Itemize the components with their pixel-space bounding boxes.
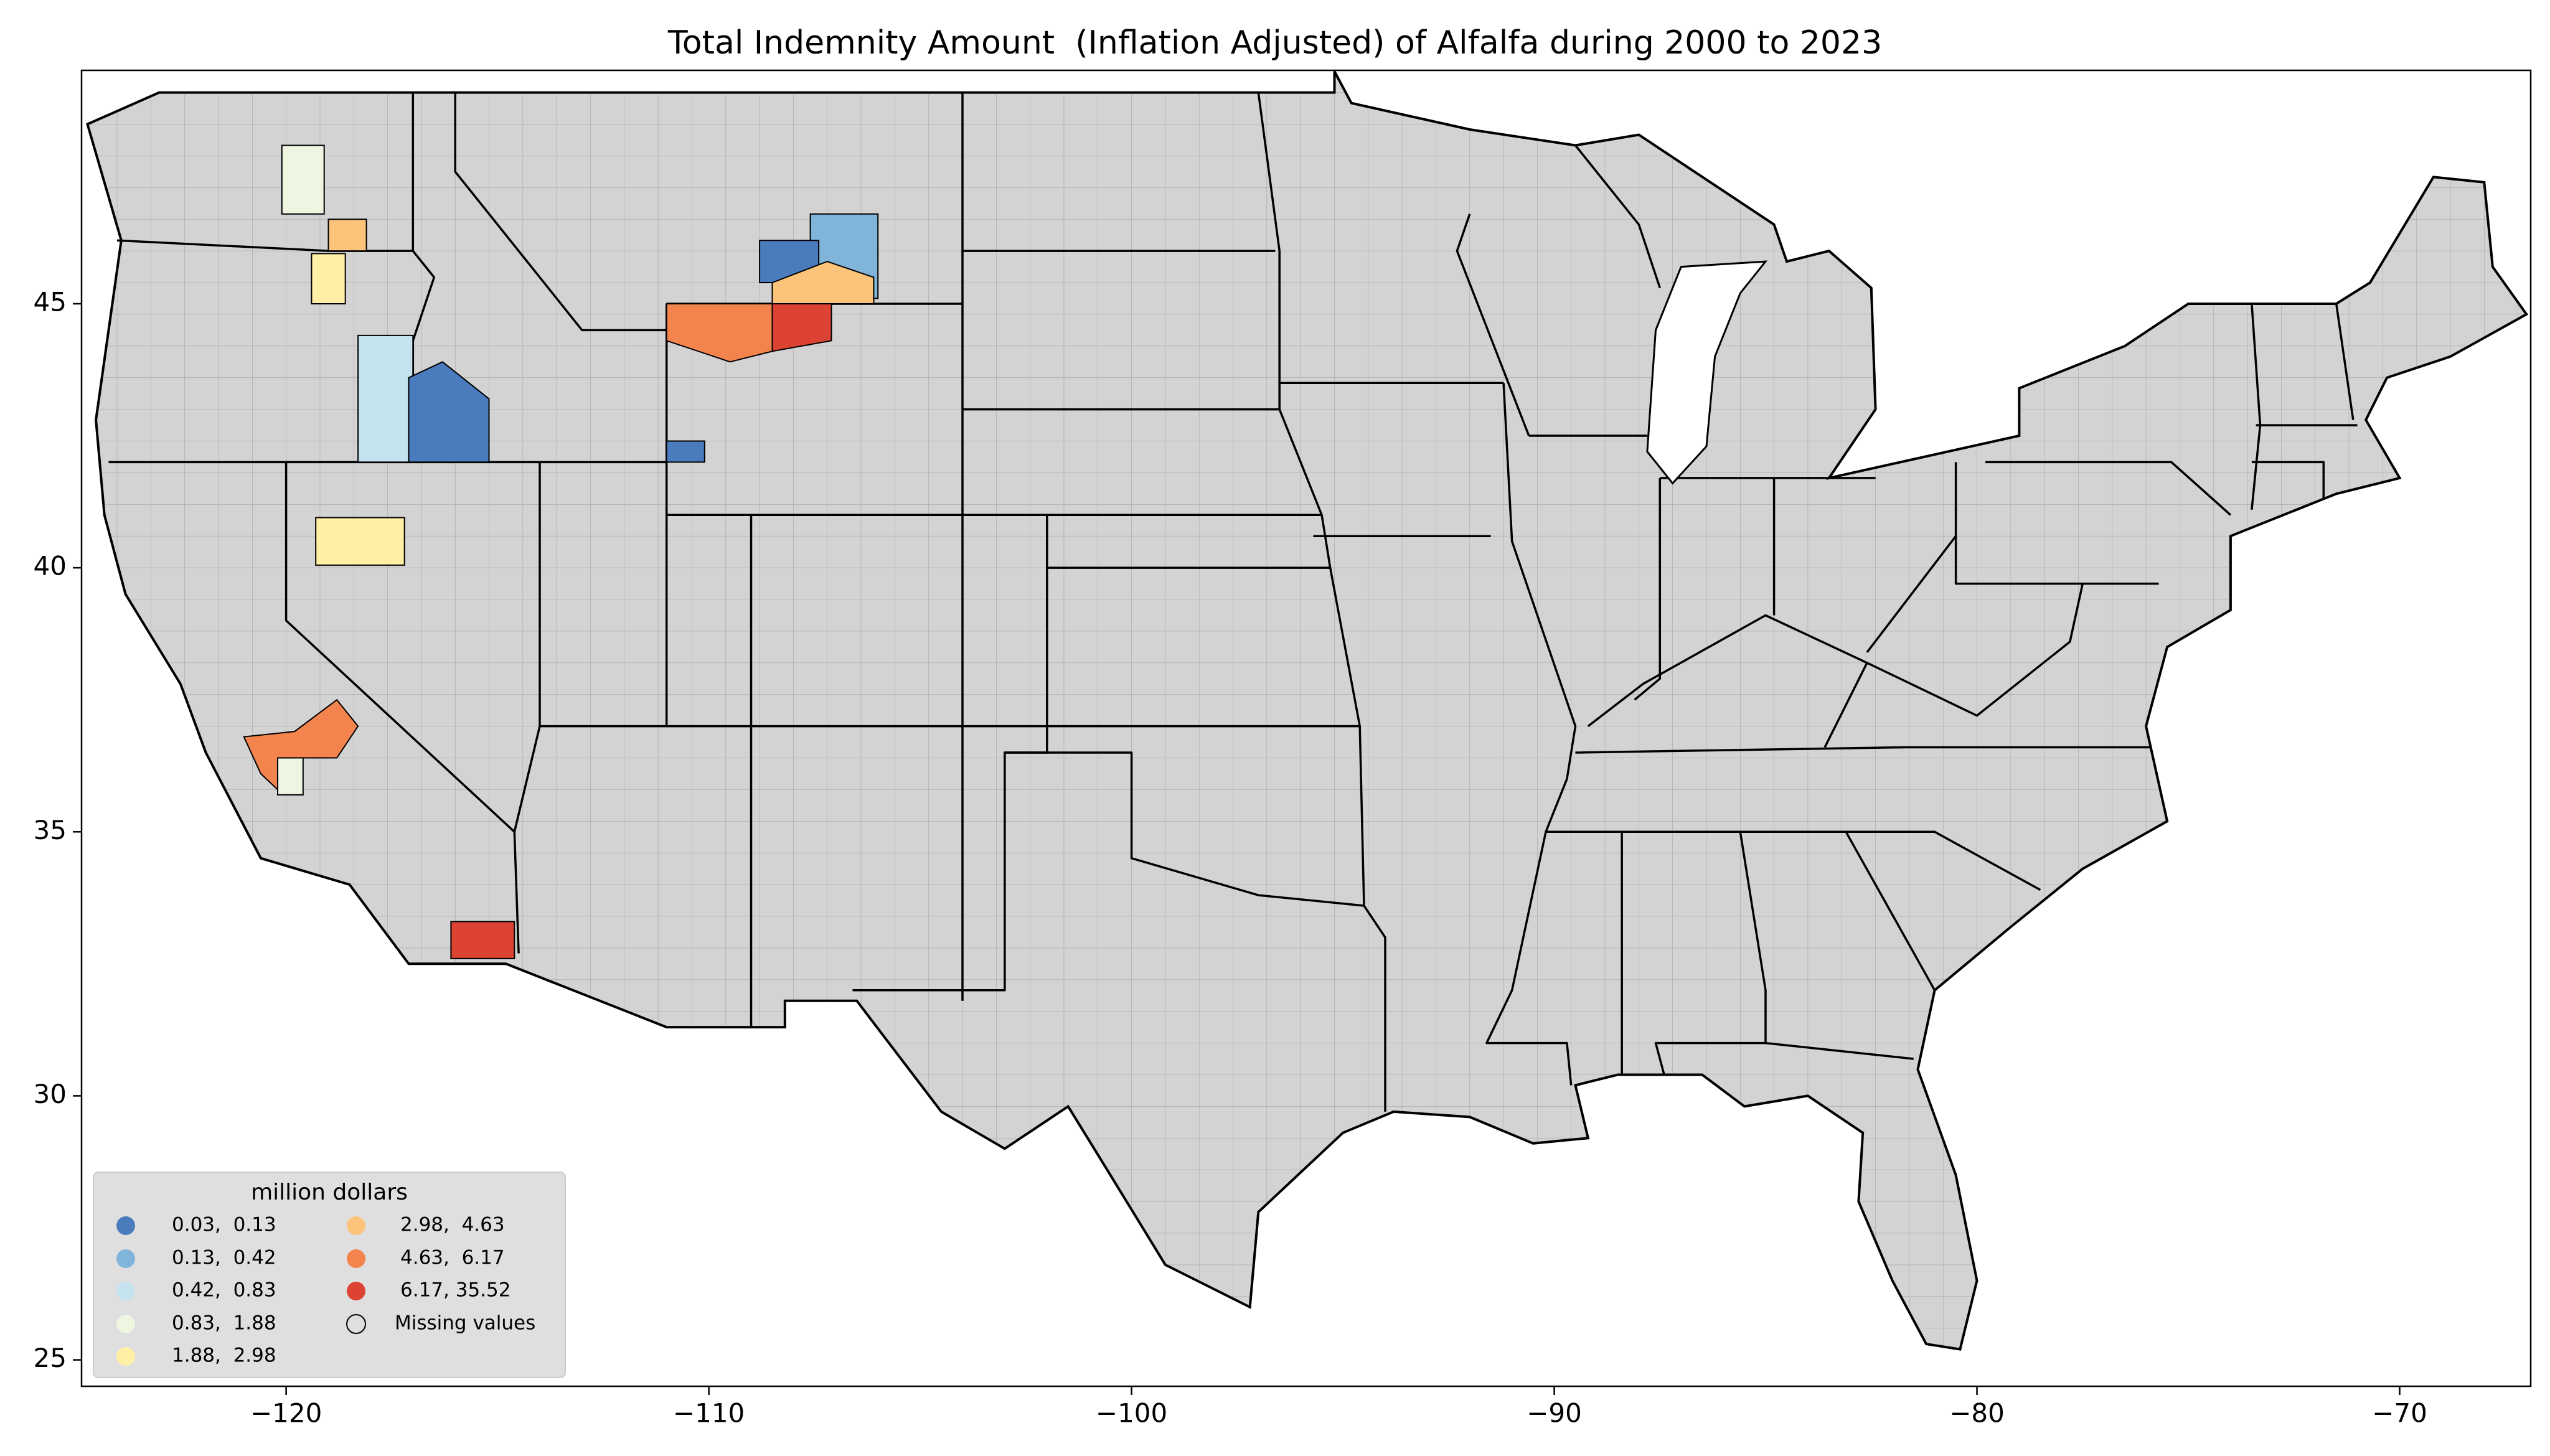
county xyxy=(277,757,304,796)
state-border xyxy=(2251,461,2325,499)
state-border xyxy=(1575,746,2150,754)
x-tick-label: −110 xyxy=(673,1398,745,1429)
state-border xyxy=(2335,303,2355,420)
county xyxy=(408,361,490,463)
legend-label: Missing values xyxy=(395,1312,535,1335)
state-border xyxy=(1954,462,2159,585)
state-border xyxy=(1866,535,1957,653)
y-tick-label: 35 xyxy=(34,815,67,845)
y-tick-label: 40 xyxy=(34,551,67,581)
county xyxy=(771,303,832,352)
county xyxy=(771,261,875,304)
legend-marker xyxy=(116,1249,135,1268)
legend-marker xyxy=(346,1314,366,1334)
county xyxy=(243,698,359,791)
legend-marker xyxy=(116,1282,135,1300)
legend-marker xyxy=(347,1282,365,1300)
y-tick-label: 45 xyxy=(34,286,67,317)
legend: million dollars 0.03, 0.13 0.13, 0.42 0.42,… xyxy=(93,1172,566,1378)
legend-label: 1.88, 2.98 xyxy=(172,1345,276,1367)
y-tick-label: 25 xyxy=(34,1343,67,1373)
axes-frame xyxy=(80,69,2532,1388)
legend-marker xyxy=(347,1216,365,1235)
legend-marker xyxy=(116,1315,135,1333)
x-tick-label: −100 xyxy=(1096,1398,1167,1429)
county xyxy=(450,921,515,959)
legend-marker xyxy=(347,1249,365,1268)
state-border xyxy=(1456,214,1530,436)
legend-box xyxy=(93,1172,566,1378)
x-tick-label: −70 xyxy=(2372,1398,2427,1429)
legend-label: 0.13, 0.42 xyxy=(172,1247,276,1269)
legend-marker xyxy=(116,1216,135,1235)
legend-title: million dollars xyxy=(251,1180,408,1205)
us-outline xyxy=(86,70,2529,1351)
county xyxy=(666,303,773,363)
chart-title: Total Indemnity Amount (Inflation Adjust… xyxy=(667,24,1882,62)
legend-label: 0.42, 0.83 xyxy=(172,1279,276,1302)
county xyxy=(315,517,405,566)
legend-label: 6.17, 35.52 xyxy=(400,1279,510,1302)
state-border xyxy=(1587,614,1868,748)
legend-marker xyxy=(116,1347,135,1366)
state-border xyxy=(285,462,515,833)
x-tick-label: −120 xyxy=(250,1398,322,1429)
county xyxy=(281,144,325,215)
state-border xyxy=(1866,583,2084,717)
state-border xyxy=(1985,461,2232,516)
x-tick-label: −80 xyxy=(1949,1398,2005,1429)
county xyxy=(666,440,705,463)
state-border xyxy=(513,462,541,954)
state-border xyxy=(1004,751,1365,907)
county xyxy=(357,334,414,463)
state-border xyxy=(1765,1041,1914,1060)
county xyxy=(327,218,367,252)
map-layer xyxy=(86,70,2529,1351)
lake xyxy=(1646,260,1768,485)
legend-label: 2.98, 4.63 xyxy=(400,1214,505,1236)
x-tick-label: −90 xyxy=(1527,1398,1582,1429)
axes: −120 −110 −100 −90 −80 −70 25 30 35 40 45 xyxy=(34,286,2427,1428)
legend-label: 4.63, 6.17 xyxy=(400,1247,505,1269)
y-tick-label: 30 xyxy=(34,1079,67,1109)
legend-label: 0.03, 0.13 xyxy=(172,1214,276,1236)
state-border xyxy=(1845,831,1936,991)
legend-label: 0.83, 1.88 xyxy=(172,1312,276,1335)
state-border xyxy=(1634,477,1662,701)
state-border xyxy=(454,92,667,332)
state-border xyxy=(1574,144,1661,289)
county xyxy=(311,253,346,304)
